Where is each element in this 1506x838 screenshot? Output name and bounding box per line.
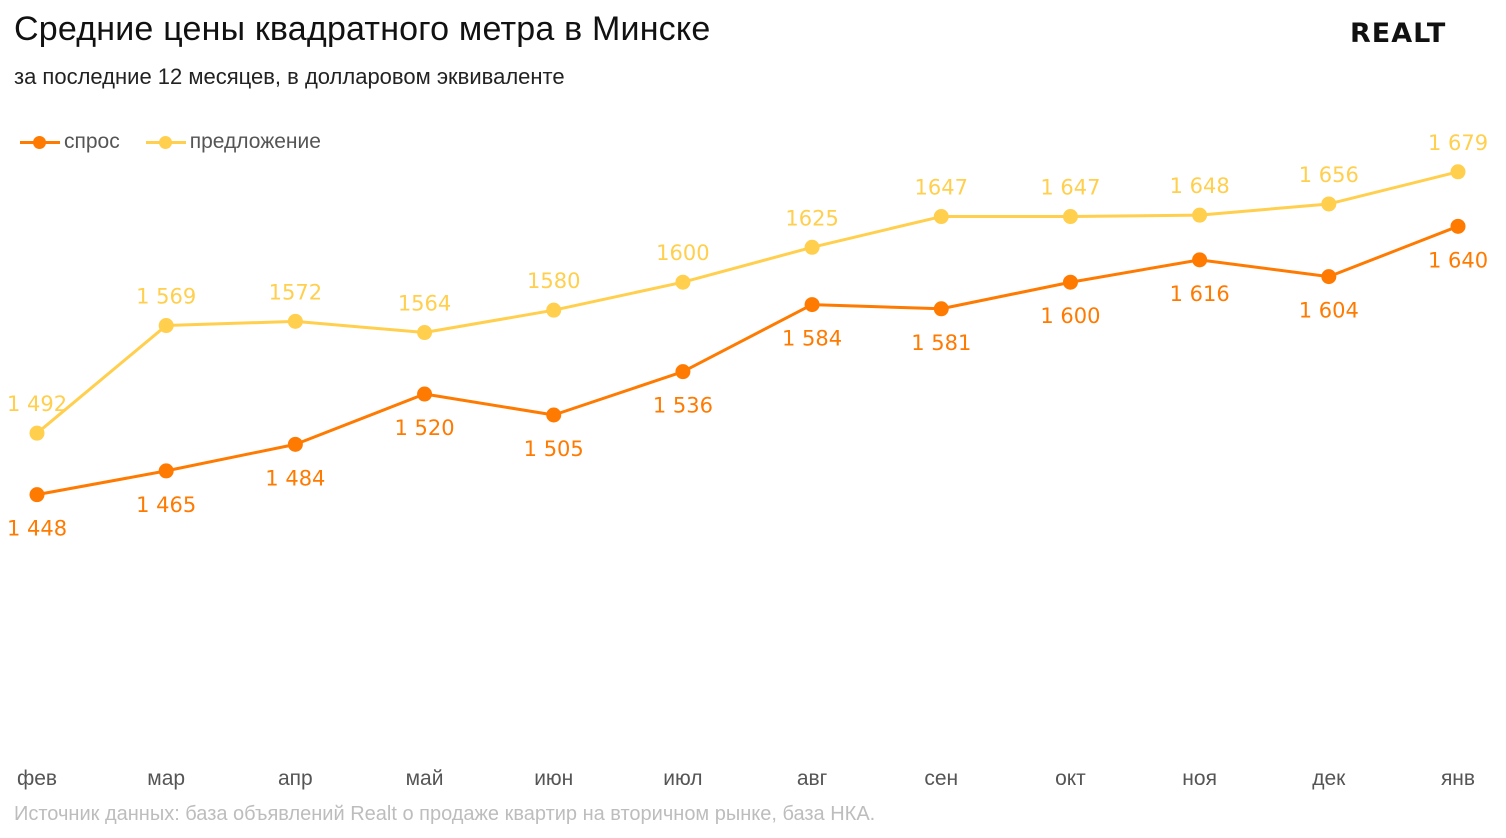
data-label-demand: 1 484 [265,466,325,490]
data-label-supply: 1580 [527,269,580,293]
data-label-supply: 1 569 [136,285,196,309]
x-tick-label: сен [924,767,958,790]
data-point-demand[interactable] [1321,269,1337,285]
data-label-demand: 1 600 [1040,304,1100,328]
x-tick-label: май [406,767,444,790]
data-label-demand: 1 505 [524,437,584,461]
data-point-supply[interactable] [1192,207,1208,223]
data-point-demand[interactable] [29,487,45,503]
data-label-demand: 1 536 [653,394,713,418]
data-point-supply[interactable] [287,313,303,329]
x-tick-label: фев [17,767,57,790]
legend-item-supply[interactable]: предложение [145,130,321,154]
data-label-supply: 1572 [269,280,322,304]
data-label-supply: 1 679 [1428,131,1488,155]
data-point-demand[interactable] [417,386,433,402]
x-tick-label: дек [1312,767,1346,790]
realt-logo: REALT [1350,18,1447,49]
x-tick-label: окт [1055,767,1086,790]
data-label-supply: 1 648 [1170,174,1230,198]
x-tick-label: янв [1441,767,1475,790]
data-label-supply: 1600 [656,241,709,265]
source-note: Источник данных: база объявлений Realt о… [14,803,876,825]
data-label-supply: 1 647 [1040,176,1100,200]
data-point-demand[interactable] [287,436,303,452]
data-label-supply: 1647 [915,176,968,200]
data-point-demand[interactable] [1062,274,1078,290]
data-label-demand: 1 520 [394,416,454,440]
data-point-supply[interactable] [804,239,820,255]
data-point-demand[interactable] [1450,218,1466,234]
x-tick-label: июн [534,767,573,790]
x-tick-label: апр [278,767,313,790]
series-line-supply [36,170,1459,435]
legend-marker-demand-icon [20,134,60,150]
data-label-supply: 1564 [398,292,451,316]
data-label-demand: 1 604 [1299,299,1359,323]
data-point-demand[interactable] [804,297,820,313]
legend-label-demand: спрос [64,130,120,153]
data-point-demand[interactable] [1192,252,1208,268]
legend-label-supply: предложение [189,130,321,153]
x-tick-label: авг [797,767,828,790]
data-label-supply: 1 656 [1299,163,1359,187]
legend-item-demand[interactable]: спрос [20,130,120,154]
data-point-demand[interactable] [675,364,691,380]
data-label-demand: 1 616 [1170,282,1230,306]
data-label-demand: 1 584 [782,327,842,351]
legend-marker-supply-icon [145,134,186,150]
data-label-demand: 1 465 [136,493,196,517]
x-tick-label: мар [147,767,185,790]
data-label-demand: 1 581 [911,331,971,355]
data-point-supply[interactable] [546,302,562,318]
data-label-demand: 1 640 [1428,248,1488,272]
data-point-supply[interactable] [158,318,174,334]
data-point-supply[interactable] [29,425,45,441]
data-point-supply[interactable] [417,325,433,341]
chart-title: Средние цены квадратного метра в Минске [14,10,711,48]
data-label-demand: 1 448 [7,517,67,541]
legend: спрос предложение [20,130,347,154]
data-point-supply[interactable] [1062,209,1078,225]
x-tick-label: ноя [1182,767,1217,790]
data-point-demand[interactable] [158,463,174,479]
data-point-supply[interactable] [1450,164,1466,180]
series-line-demand [36,224,1459,497]
chart-subtitle: за последние 12 месяцев, в долларовом эк… [14,64,565,89]
data-label-supply: 1625 [785,206,838,230]
data-label-supply: 1 492 [7,392,67,416]
data-point-supply[interactable] [933,209,949,225]
data-point-supply[interactable] [675,274,691,290]
data-point-supply[interactable] [1321,196,1337,212]
x-tick-label: июл [663,767,702,790]
data-point-demand[interactable] [546,407,562,423]
data-point-demand[interactable] [933,301,949,317]
